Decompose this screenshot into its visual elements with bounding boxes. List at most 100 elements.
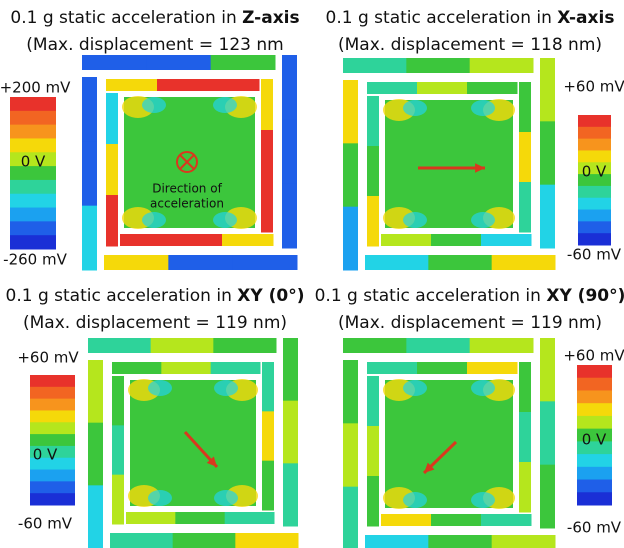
beam-segment	[343, 423, 358, 487]
beam-segment	[211, 55, 276, 70]
stress-zone	[471, 492, 495, 508]
scale-bottom: -60 mV	[567, 246, 622, 264]
stress-zone	[214, 490, 238, 506]
beam-segment	[283, 463, 298, 526]
figure: 0.1 g static acceleration in Z-axis (Max…	[0, 0, 624, 548]
beam-segment	[343, 80, 358, 144]
beam-segment	[519, 182, 531, 233]
beam-segment	[88, 485, 103, 548]
colorbar-step	[10, 125, 56, 139]
beam-segment	[211, 362, 261, 374]
beam-segment	[104, 255, 169, 270]
title-bold: XY (0°)	[237, 286, 304, 306]
stress-zone	[471, 380, 495, 396]
colorbar-step	[30, 387, 75, 399]
title-text: 0.1 g static acceleration in	[315, 286, 547, 306]
beam-segment	[540, 338, 555, 402]
scale-top: +60 mV	[563, 347, 624, 365]
panel-title: 0.1 g static acceleration in Z-axis	[10, 8, 299, 28]
scale-top: +60 mV	[563, 78, 624, 96]
scale-mid: 0 V	[582, 163, 607, 181]
beam-segment	[106, 195, 118, 247]
beam-segment	[540, 185, 555, 249]
stress-zone	[213, 212, 237, 228]
panel-subtitle: (Max. displacement = 123 nm	[26, 35, 283, 55]
colorbar-step	[30, 399, 75, 411]
beam-segment	[222, 234, 274, 246]
beam-segment	[417, 82, 468, 94]
beam-segment	[367, 476, 379, 527]
beam-segment	[157, 79, 209, 91]
colorbar-step	[578, 127, 611, 139]
beam-segment	[283, 401, 298, 464]
beam-segment	[381, 514, 432, 526]
colorbar-step	[10, 138, 56, 152]
beam-segment	[417, 362, 468, 374]
colorbar-step	[578, 139, 611, 151]
beam-segment	[112, 376, 124, 426]
beam-segment	[406, 58, 470, 73]
colorbar-step	[577, 454, 612, 467]
colorbar-step	[10, 235, 56, 249]
beam-segment	[82, 206, 97, 271]
title-bold: XY (90°)	[546, 286, 624, 306]
scale-mid: 0 V	[582, 431, 607, 449]
colorbar-step	[578, 210, 611, 222]
beam-segment	[110, 533, 173, 548]
beam-segment	[519, 132, 531, 183]
stress-zone	[403, 492, 427, 508]
beam-segment	[343, 58, 407, 73]
beam-segment	[233, 255, 298, 270]
beam-segment	[367, 96, 379, 147]
beam-segment	[82, 55, 147, 70]
beam-segment	[112, 425, 124, 475]
beam-segment	[428, 255, 492, 270]
beam-segment	[173, 533, 236, 548]
colorbar-step	[30, 470, 75, 482]
beam-segment	[467, 82, 518, 94]
colorbar-step	[577, 467, 612, 480]
beam-segment	[467, 362, 518, 374]
beam-segment	[540, 121, 555, 185]
stress-zone	[142, 212, 166, 228]
colorbar-step	[577, 390, 612, 403]
colorbar-step	[30, 422, 75, 434]
beam-segment	[481, 234, 532, 246]
stress-zone	[148, 490, 172, 506]
beam-segment	[343, 338, 407, 353]
stress-zone	[403, 212, 427, 228]
beam-segment	[367, 82, 418, 94]
colorbar-step	[578, 198, 611, 210]
colorbar-step	[578, 115, 611, 127]
beam-segment	[492, 255, 556, 270]
beam-segment	[367, 196, 379, 247]
beam-segment	[82, 77, 97, 142]
colorbar-step	[10, 111, 56, 125]
colorbar-step	[30, 375, 75, 387]
stress-zone	[471, 212, 495, 228]
colorbar-step	[10, 194, 56, 208]
beam-segment	[261, 79, 273, 131]
title-text: 0.1 g static acceleration in	[6, 286, 238, 306]
beam-segment	[343, 487, 358, 548]
panel-title: 0.1 g static acceleration in X-axis	[326, 8, 615, 28]
beam-segment	[120, 234, 172, 246]
beam-segment	[481, 514, 532, 526]
stress-zone	[403, 380, 427, 396]
title-text: 0.1 g static acceleration in	[10, 8, 242, 28]
beam-segment	[262, 461, 274, 511]
beam-segment	[519, 412, 531, 463]
beam-segment	[225, 512, 275, 524]
beam-segment	[431, 234, 482, 246]
title-bold: X-axis	[557, 8, 614, 28]
colorbar-step	[577, 416, 612, 429]
colorbar-step	[577, 480, 612, 493]
beam-segment	[540, 465, 555, 529]
scale-top: +200 mV	[0, 79, 71, 97]
beam-segment	[261, 130, 273, 182]
beam-segment	[161, 362, 211, 374]
scale-bottom: -60 mV	[567, 519, 622, 537]
beam-segment	[112, 362, 162, 374]
stress-zone	[471, 100, 495, 116]
beam-segment	[283, 338, 298, 401]
